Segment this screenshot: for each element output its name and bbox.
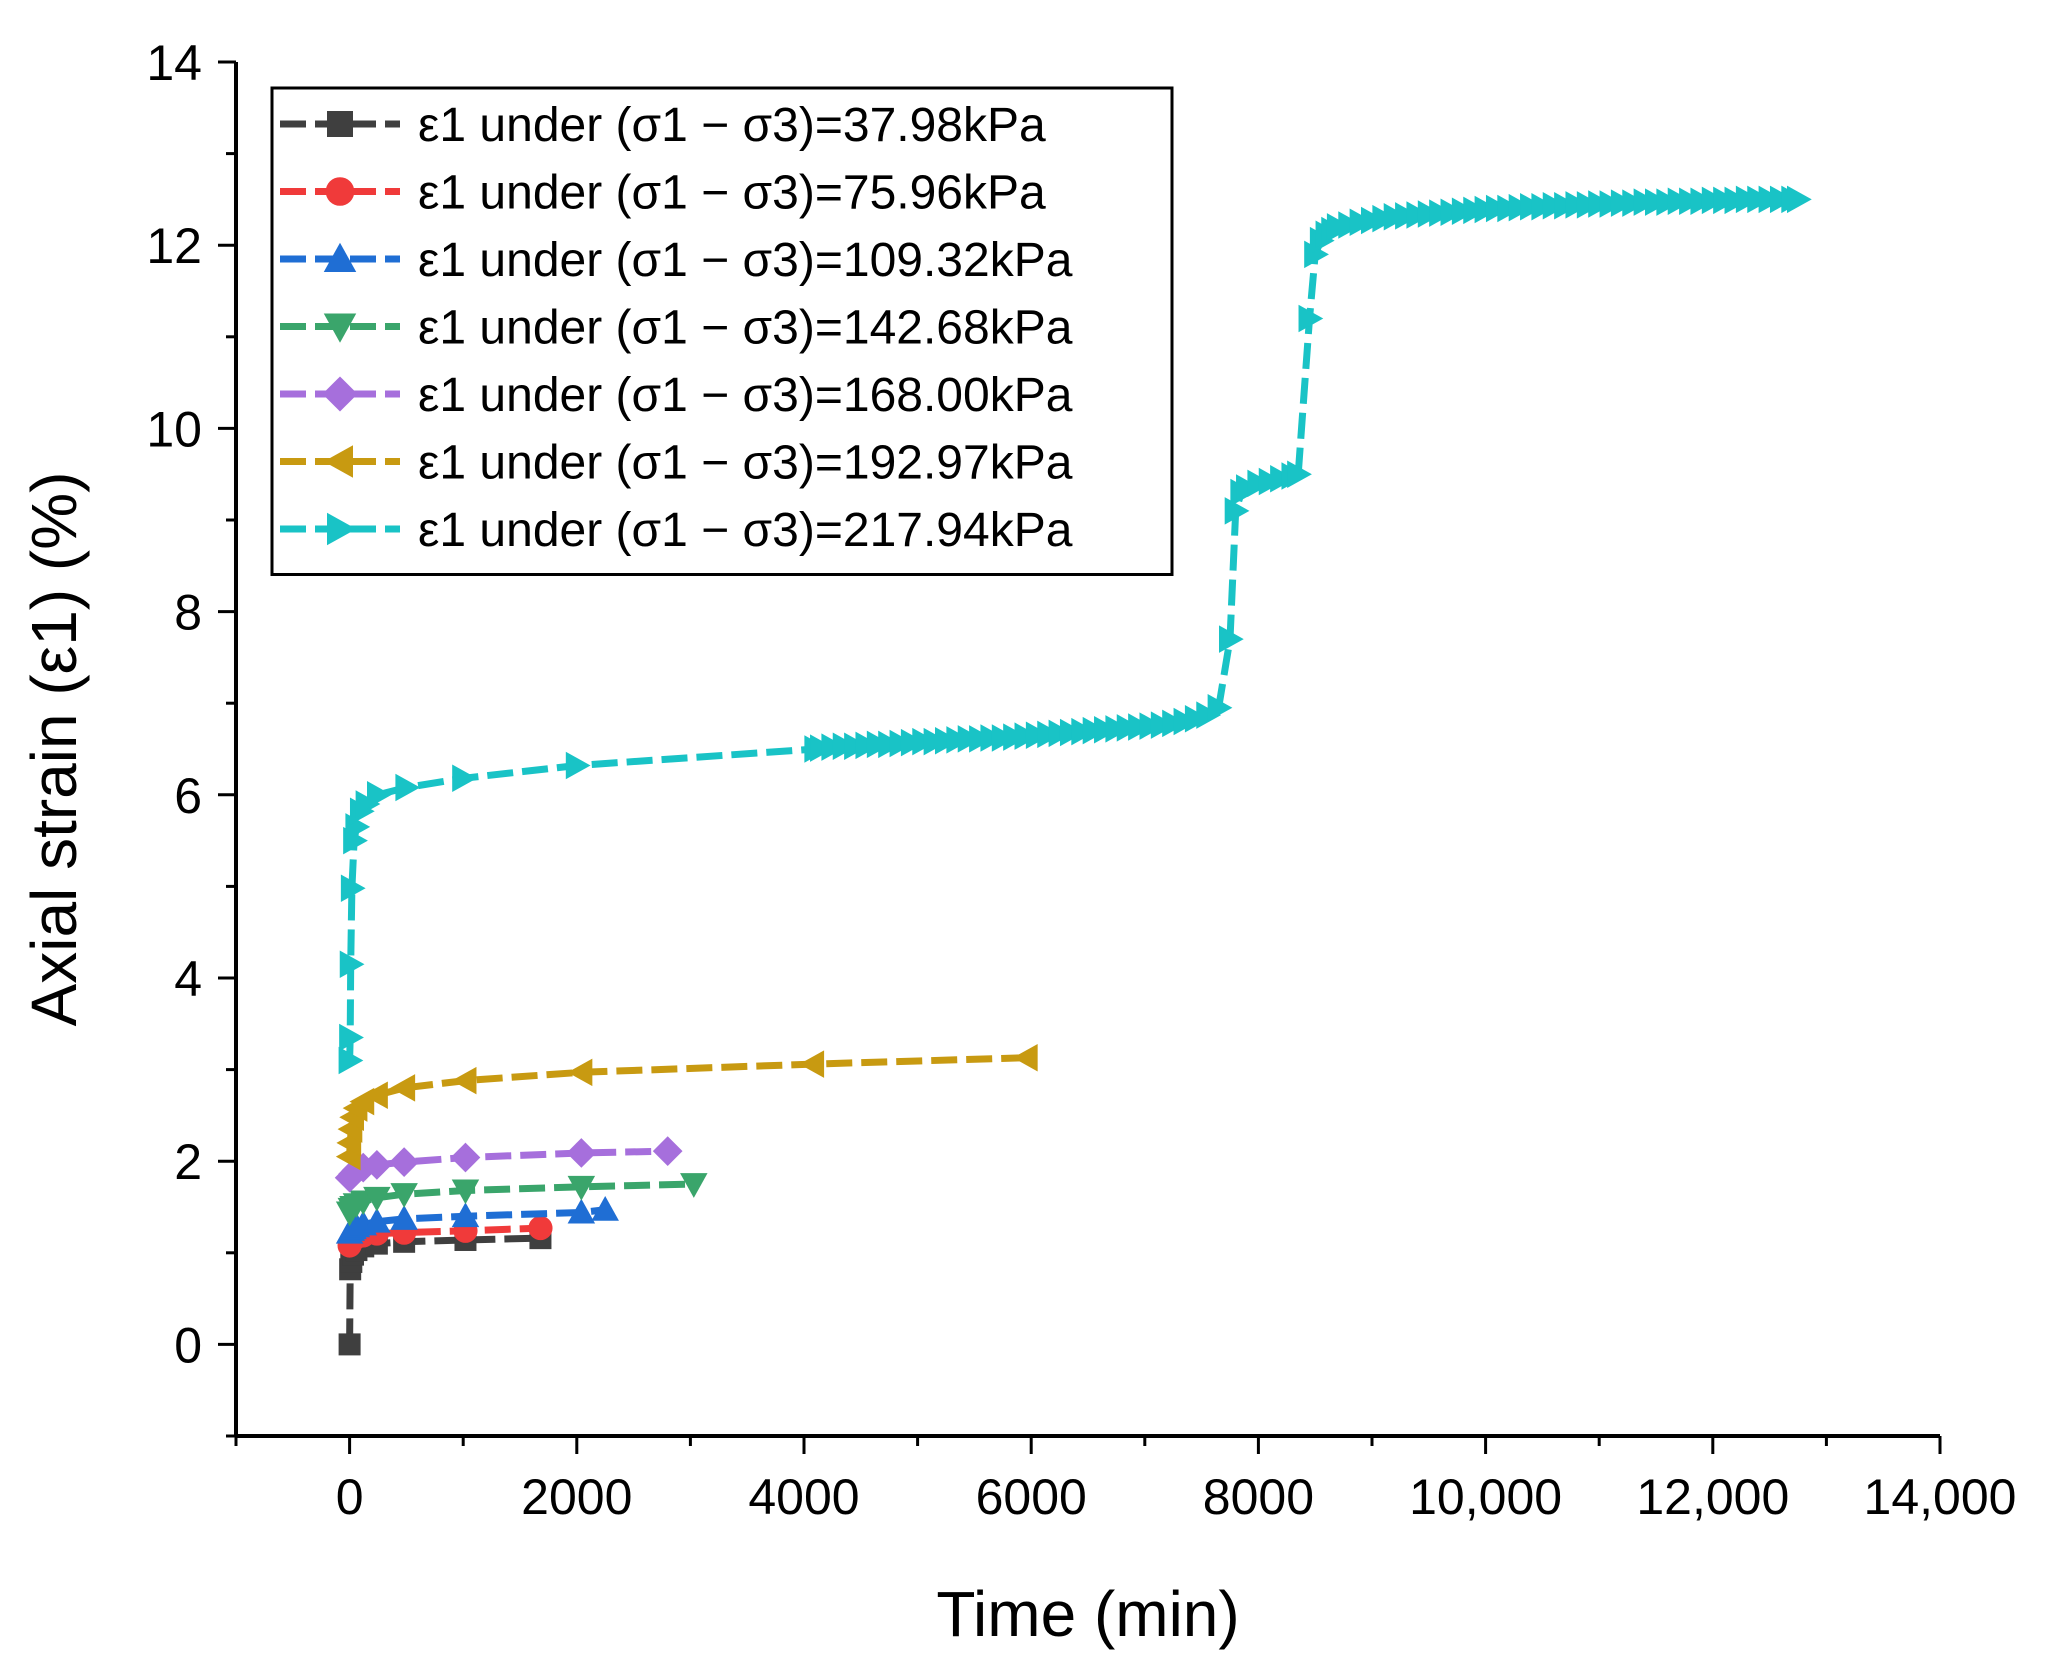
data-point [680, 1173, 708, 1198]
data-point [1012, 1043, 1038, 1072]
data-point [363, 1081, 388, 1109]
legend-item: ε1 under (σ1 − σ3)=75.96kPa [280, 167, 1046, 220]
legend-label: ε1 under (σ1 − σ3)=217.94kPa [418, 504, 1073, 557]
x-tick-label: 0 [336, 1469, 364, 1525]
x-tick-label: 6000 [976, 1469, 1087, 1525]
data-point [450, 1142, 481, 1173]
y-tick-label: 0 [174, 1317, 202, 1373]
series-4 [335, 1173, 708, 1227]
data-point [1298, 304, 1324, 333]
series-1 [338, 1227, 552, 1356]
legend-item: ε1 under (σ1 − σ3)=217.94kPa [280, 504, 1073, 557]
data-point [367, 781, 392, 809]
legend-label: ε1 under (σ1 − σ3)=109.32kPa [418, 234, 1073, 287]
data-point [567, 1198, 596, 1224]
plot-area [334, 185, 1812, 1356]
data-point [799, 1050, 825, 1078]
y-tick-label: 6 [174, 768, 202, 824]
x-tick-label: 2000 [521, 1469, 632, 1525]
legend-item: ε1 under (σ1 − σ3)=37.98kPa [280, 99, 1046, 152]
y-tick-label: 4 [174, 951, 202, 1007]
legend-item: ε1 under (σ1 − σ3)=168.00kPa [280, 369, 1073, 422]
data-point [390, 1183, 418, 1208]
y-axis-title: Axial strain (ε1) (%) [18, 472, 90, 1027]
data-point [652, 1136, 683, 1166]
data-point [452, 764, 477, 793]
data-point [362, 1150, 392, 1180]
data-point [338, 1046, 364, 1075]
data-point [567, 1175, 596, 1201]
data-point [451, 1066, 477, 1095]
legend-label: ε1 under (σ1 − σ3)=168.00kPa [418, 369, 1073, 422]
data-point [363, 1186, 391, 1212]
y-tick-label: 10 [146, 401, 202, 457]
y-tick-label: 12 [146, 218, 202, 274]
legend-marker [327, 512, 357, 546]
data-point [565, 751, 591, 780]
legend-label: ε1 under (σ1 − σ3)=75.96kPa [418, 167, 1046, 220]
data-point [1787, 185, 1812, 214]
data-point [567, 1058, 593, 1087]
data-point [528, 1215, 553, 1241]
data-point [389, 1147, 419, 1177]
data-point [395, 773, 421, 802]
series-6 [335, 1043, 1038, 1171]
y-tick-label: 2 [174, 1134, 202, 1190]
x-tick-label: 12,000 [1636, 1469, 1789, 1525]
legend-marker [325, 177, 355, 206]
data-point [390, 1074, 416, 1102]
legend-box [270, 86, 1174, 576]
legend-marker [322, 376, 358, 412]
series-7 [338, 185, 1812, 1075]
data-point [1207, 694, 1233, 722]
x-tick-label: 10,000 [1409, 1469, 1562, 1525]
series-line [346, 1054, 1027, 1157]
data-point [339, 950, 365, 979]
axes [234, 62, 1940, 1438]
legend-item: ε1 under (σ1 − σ3)=142.68kPa [280, 302, 1073, 355]
legend-label: ε1 under (σ1 − σ3)=142.68kPa [418, 302, 1073, 355]
legend-item: ε1 under (σ1 − σ3)=109.32kPa [280, 234, 1073, 287]
data-point [451, 1202, 480, 1228]
data-point [390, 1205, 418, 1230]
x-tick-label: 4000 [748, 1469, 859, 1525]
data-point [451, 1179, 480, 1205]
y-tick-label: 14 [146, 35, 202, 91]
legend-item: ε1 under (σ1 − σ3)=192.97kPa [280, 437, 1073, 490]
data-point [340, 874, 366, 902]
legend-label: ε1 under (σ1 − σ3)=37.98kPa [418, 99, 1046, 152]
legend-marker [323, 242, 357, 272]
x-tick-label: 14,000 [1864, 1469, 2017, 1525]
series-3 [335, 1195, 619, 1244]
x-tick-label: 8000 [1203, 1469, 1314, 1525]
data-point [591, 1195, 619, 1221]
data-point [338, 1333, 361, 1356]
data-point [1287, 460, 1312, 488]
y-tick-label: 8 [174, 585, 202, 641]
data-point [339, 1023, 364, 1052]
y-axis-ticks: 0 2 4 6 8 10 12 14 [146, 35, 236, 1438]
legend-marker [323, 445, 353, 478]
legend: ε1 under (σ1 − σ3)=37.98kPa ε1 under (σ1 … [270, 86, 1174, 576]
x-axis-ticks: 0 2000 4000 6000 8000 10,000 12,000 14,000 [234, 1436, 2017, 1525]
x-axis-title: Time (min) [936, 1578, 1239, 1650]
data-point [1219, 625, 1244, 653]
legend-marker [323, 313, 357, 343]
data-point [363, 1207, 391, 1233]
legend-marker [327, 111, 353, 137]
legend-label: ε1 under (σ1 − σ3)=192.97kPa [418, 437, 1073, 490]
data-point [566, 1138, 597, 1168]
